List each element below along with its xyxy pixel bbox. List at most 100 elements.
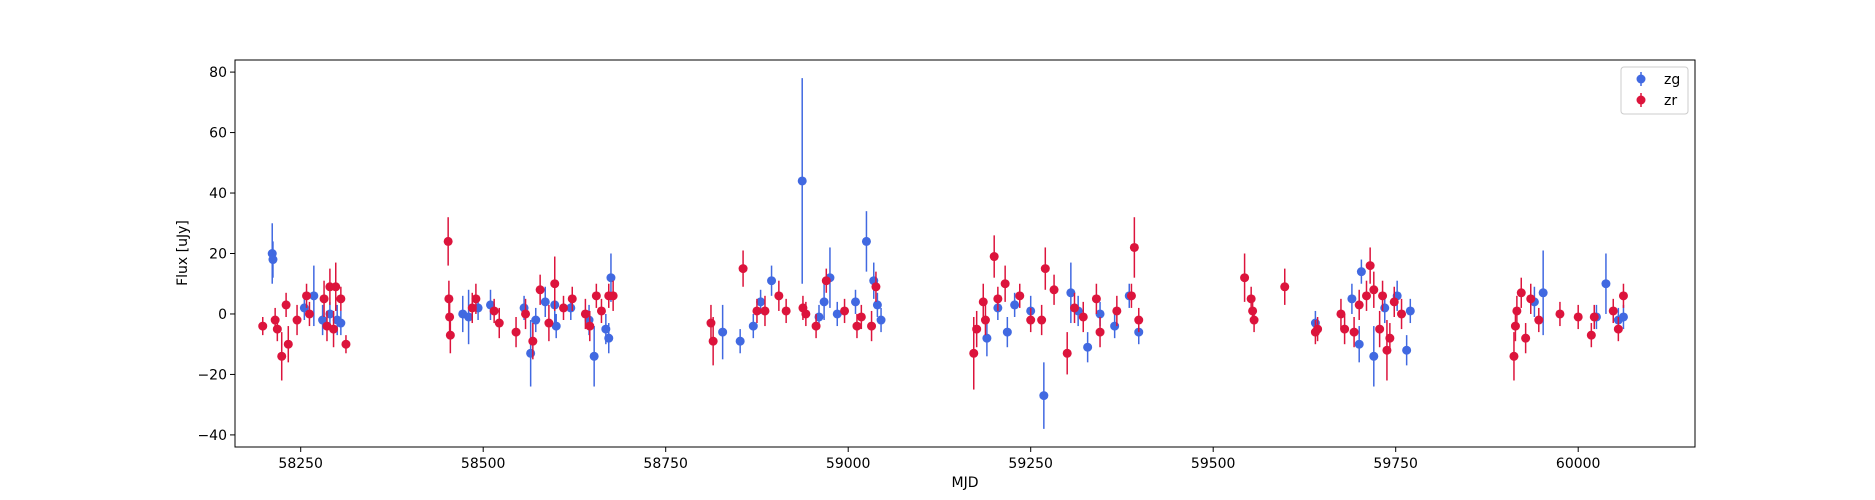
data-point-zr bbox=[467, 303, 477, 313]
data-point-zg bbox=[531, 315, 541, 325]
legend-zg-marker bbox=[1636, 74, 1646, 84]
data-point-zg bbox=[336, 318, 346, 328]
x-tick-label: 59750 bbox=[1373, 456, 1418, 472]
y-tick-label: −40 bbox=[197, 428, 227, 444]
data-point-zr bbox=[1510, 321, 1520, 331]
axes: 58250 58500 58750 59000 59250 59500 59750 60000… bbox=[197, 59, 1696, 472]
data-point-zg bbox=[589, 351, 599, 361]
data-point-zg bbox=[1405, 306, 1415, 316]
data-point-zr bbox=[511, 327, 521, 337]
data-point-zg bbox=[1110, 321, 1120, 331]
data-point-zr bbox=[319, 294, 329, 304]
data-point-zg bbox=[604, 333, 614, 343]
data-point-zr bbox=[544, 318, 554, 328]
data-point-zr bbox=[277, 351, 287, 361]
data-point-zr bbox=[596, 306, 606, 316]
data-point-zr bbox=[708, 336, 718, 346]
data-point-zr bbox=[980, 315, 990, 325]
legend-zr-label: zr bbox=[1664, 93, 1677, 109]
data-point-zr bbox=[443, 236, 453, 246]
data-point-zr bbox=[304, 309, 314, 319]
data-point-zr bbox=[585, 321, 595, 331]
data-point-zr bbox=[1126, 291, 1136, 301]
data-point-zr bbox=[521, 309, 531, 319]
data-point-zr bbox=[1589, 312, 1599, 322]
data-point-zr bbox=[444, 294, 454, 304]
data-point-zr bbox=[331, 282, 341, 292]
data-point-zg bbox=[1347, 294, 1357, 304]
data-point-zr bbox=[283, 339, 293, 349]
data-point-zr bbox=[1385, 333, 1395, 343]
data-point-zg bbox=[1010, 300, 1020, 310]
data-point-zr bbox=[608, 291, 618, 301]
x-tick-label: 59000 bbox=[826, 456, 871, 472]
data-point-zr bbox=[336, 294, 346, 304]
data-point-zr bbox=[1246, 294, 1256, 304]
data-point-zr bbox=[1015, 291, 1025, 301]
legend-zr-marker bbox=[1636, 95, 1646, 105]
data-point-zr bbox=[1062, 348, 1072, 358]
plot-marks bbox=[258, 78, 1628, 429]
data-point-zr bbox=[1336, 309, 1346, 319]
data-point-zg bbox=[1601, 279, 1611, 289]
data-point-zr bbox=[258, 321, 268, 331]
y-tick-label: −20 bbox=[197, 367, 227, 383]
y-tick-label: 40 bbox=[209, 186, 227, 202]
legend-zg-label: zg bbox=[1664, 72, 1680, 88]
data-point-zg bbox=[1618, 312, 1628, 322]
data-point-zg bbox=[540, 297, 550, 307]
data-point-zg bbox=[1354, 339, 1364, 349]
series-zg bbox=[267, 78, 1628, 429]
data-point-zr bbox=[1389, 297, 1399, 307]
data-point-zg bbox=[1002, 327, 1012, 337]
x-tick-label: 58750 bbox=[643, 456, 688, 472]
data-point-zg bbox=[268, 255, 278, 265]
data-point-zr bbox=[1095, 327, 1105, 337]
data-point-zr bbox=[1521, 333, 1531, 343]
x-axis-label: MJD bbox=[952, 475, 979, 491]
data-point-zg bbox=[735, 336, 745, 346]
x-tick-label: 59250 bbox=[1008, 456, 1053, 472]
data-point-zr bbox=[1555, 309, 1565, 319]
data-point-zr bbox=[494, 318, 504, 328]
x-tick-label: 58250 bbox=[278, 456, 323, 472]
data-point-zr bbox=[445, 330, 455, 340]
data-point-zr bbox=[302, 291, 312, 301]
data-point-zr bbox=[738, 264, 748, 274]
data-point-zr bbox=[752, 306, 762, 316]
y-tick-label: 20 bbox=[209, 247, 227, 263]
legend: zg zr bbox=[1620, 66, 1689, 115]
data-point-zr bbox=[993, 294, 1003, 304]
y-tick-label: 80 bbox=[209, 65, 227, 81]
data-point-zr bbox=[1280, 282, 1290, 292]
y-tick-label: 0 bbox=[218, 307, 227, 323]
data-point-zr bbox=[1091, 294, 1101, 304]
data-point-zr bbox=[1378, 291, 1388, 301]
data-point-zg bbox=[797, 176, 807, 186]
data-point-zr bbox=[559, 303, 568, 313]
data-point-zg bbox=[819, 297, 829, 307]
data-point-zr bbox=[270, 315, 280, 325]
x-tick-label: 60000 bbox=[1556, 456, 1601, 472]
data-point-zg bbox=[1402, 345, 1412, 355]
data-point-zr bbox=[1349, 327, 1359, 337]
data-point-zr bbox=[1365, 261, 1375, 271]
data-point-zr bbox=[1037, 315, 1047, 325]
data-point-zr bbox=[1134, 315, 1144, 325]
data-point-zr bbox=[591, 291, 601, 301]
data-point-zr bbox=[972, 324, 982, 334]
data-point-zg bbox=[566, 303, 576, 313]
data-point-zr bbox=[281, 300, 291, 310]
data-point-zr bbox=[1516, 288, 1526, 298]
data-point-zr bbox=[1354, 300, 1364, 310]
data-point-zr bbox=[567, 294, 577, 304]
y-axis-ticks: −40 −20 0 20 40 60 80 bbox=[197, 65, 235, 444]
data-point-zg bbox=[309, 291, 319, 301]
data-point-zr bbox=[1397, 309, 1407, 319]
data-point-zr bbox=[329, 324, 339, 334]
data-point-zr bbox=[1512, 306, 1522, 316]
data-point-zg bbox=[606, 273, 616, 283]
data-point-zr bbox=[1618, 291, 1628, 301]
